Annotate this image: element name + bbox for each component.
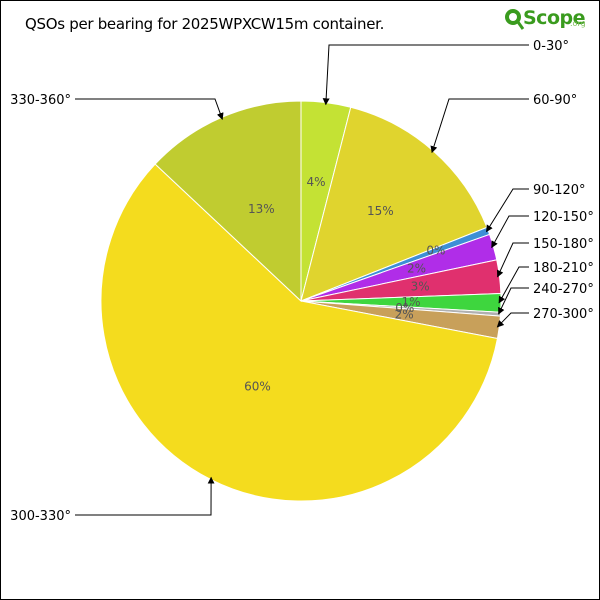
qscope-logo: Scope .org <box>501 5 591 37</box>
slice-category-label: 90-120° <box>533 183 586 198</box>
slice-category-label: 180-210° <box>533 261 594 276</box>
logo-text: Scope <box>523 7 586 29</box>
slice-percent-label: 0% <box>395 301 414 315</box>
slice-category-label: 150-180° <box>533 237 594 252</box>
callout-line <box>75 476 215 516</box>
slice-category-label: 60-90° <box>533 93 577 108</box>
slice-percent-label: 15% <box>367 204 394 218</box>
slice-percent-label: 1% <box>401 295 420 309</box>
slice-category-label: 300-330° <box>10 509 71 524</box>
slice-percent-label: 13% <box>248 202 275 216</box>
callout-line <box>75 98 224 120</box>
callout-line <box>491 215 529 249</box>
chart-title: QSOs per bearing for 2025WPXCW15m contai… <box>25 15 385 33</box>
callout-line <box>496 242 529 278</box>
slice-category-label: 270-300° <box>533 307 594 322</box>
slice-category-label: 240-270° <box>533 282 594 297</box>
slice-category-label: 0-30° <box>533 39 569 54</box>
logo-suffix: .org <box>570 19 586 28</box>
callout-line <box>322 44 529 106</box>
callout-line <box>486 188 529 233</box>
slice-percent-label: 2% <box>407 262 426 276</box>
callout-line <box>498 287 529 315</box>
callout-line <box>430 98 529 154</box>
slice-category-label: 330-360° <box>10 93 71 108</box>
slice-percent-label: 3% <box>411 279 430 293</box>
slice-percent-label: 0% <box>426 244 445 258</box>
slice-percent-label: 2% <box>395 308 414 322</box>
slice-percent-label: 60% <box>244 380 271 394</box>
magnifier-icon <box>505 9 525 30</box>
callout-line <box>498 266 529 304</box>
slice-category-label: 120-150° <box>533 210 594 225</box>
slice-percent-label: 4% <box>307 175 326 189</box>
callout-line <box>496 312 529 328</box>
